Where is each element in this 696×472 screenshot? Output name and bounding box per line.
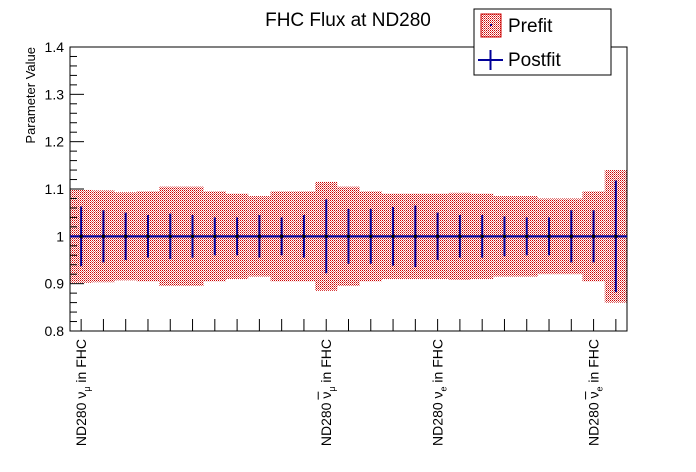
postfit-point-7 [203,217,226,256]
postfit-point-1 [70,206,93,267]
postfit-point-17 [426,212,449,260]
postfit-marker [413,234,417,238]
bin-label-3: ND280 νe in FHC [430,339,449,446]
bin-label-text: ND280 νμ in FHC [73,339,92,446]
postfit-point-15 [381,206,405,266]
postfit-point-16 [404,205,427,268]
postfit-point-3 [114,212,137,260]
postfit-marker [280,234,284,238]
postfit-marker [436,234,440,238]
postfit-point-4 [136,215,160,258]
bin-label-2: ND280 νμ in FHC [317,339,337,446]
postfit-marker [547,234,551,238]
bin-label-suffix: in FHC [586,339,602,386]
postfit-marker [347,234,350,238]
postfit-marker [124,234,128,238]
y-tick-label: 0.9 [45,276,65,292]
postfit-point-20 [493,216,516,257]
bin-label-suffix: in FHC [430,339,446,386]
postfit-point-25 [604,180,627,293]
axes: 0.8 0.9 1 1.1 1.2 1.3 1.4 [45,39,628,339]
postfit-marker [191,234,195,238]
postfit-marker [235,234,239,238]
postfit-point-6 [181,215,204,258]
y-axis-label: Parameter Value [23,47,38,144]
bin-label-suffix: in FHC [318,339,334,386]
postfit-marker [257,234,261,238]
postfit-point-9 [248,215,271,258]
postfit-point-10 [270,217,293,256]
postfit-marker [614,234,618,238]
bin-label-subscript: μ [82,386,92,391]
legend-prefit-label: Prefit [508,16,553,37]
bin-label-main: ND280 ν [318,392,334,446]
postfit-point-5 [159,213,182,260]
postfit-marker [213,234,217,238]
bin-label-main: ND280 ν [430,391,446,445]
postfit-marker [369,234,373,238]
bin-label-subscript: e [439,386,449,391]
postfit-marker [79,234,83,238]
postfit-point-11 [292,215,316,258]
postfit-marker [324,234,328,238]
postfit-point-13 [337,208,360,264]
y-tick-label: 0.8 [45,323,65,339]
postfit-marker [569,234,573,238]
bin-label-subscript: e [595,386,605,391]
postfit-marker [391,234,395,238]
postfit-marker [101,234,105,238]
bin-label-suffix: in FHC [73,339,89,386]
y-tick-label: 1 [56,228,64,244]
postfit-point-19 [471,215,494,258]
bin-label-text: ND280 νe in FHC [430,339,449,446]
postfit-point-22 [537,217,561,256]
postfit-point-8 [225,217,249,256]
postfit-marker [168,234,172,238]
postfit-points-layer [70,180,627,293]
postfit-point-2 [92,210,115,263]
bin-label-1: ND280 νμ in FHC [73,339,92,446]
postfit-marker [458,234,462,238]
postfit-marker [502,234,506,238]
y-tick-label: 1.4 [45,39,65,55]
postfit-point-24 [582,210,605,263]
bin-label-subscript: μ [327,386,337,391]
legend-prefit-marker [490,24,492,26]
postfit-point-12 [315,199,338,274]
bin-label-main: ND280 ν [586,391,602,445]
postfit-point-18 [448,215,472,258]
legend: Prefit Postfit [473,8,612,76]
postfit-marker [525,234,529,238]
y-tick-label: 1.3 [45,86,65,102]
postfit-marker [480,234,484,238]
postfit-point-14 [359,208,382,264]
bin-label-text: ND280 νμ in FHC [318,339,337,446]
postfit-marker [146,234,150,238]
y-tick-label: 1.2 [45,134,65,150]
postfit-marker [302,234,306,238]
y-tick-label: 1.1 [45,181,65,197]
legend-postfit-label: Postfit [508,50,562,71]
bin-label-main: ND280 ν [73,392,89,446]
postfit-marker [592,234,596,238]
bin-label-4: ND280 νe in FHC [585,339,605,446]
bin-label-text: ND280 νe in FHC [586,339,605,446]
chart-title: FHC Flux at ND280 [265,10,431,31]
postfit-point-23 [560,210,583,263]
postfit-point-21 [515,217,538,256]
